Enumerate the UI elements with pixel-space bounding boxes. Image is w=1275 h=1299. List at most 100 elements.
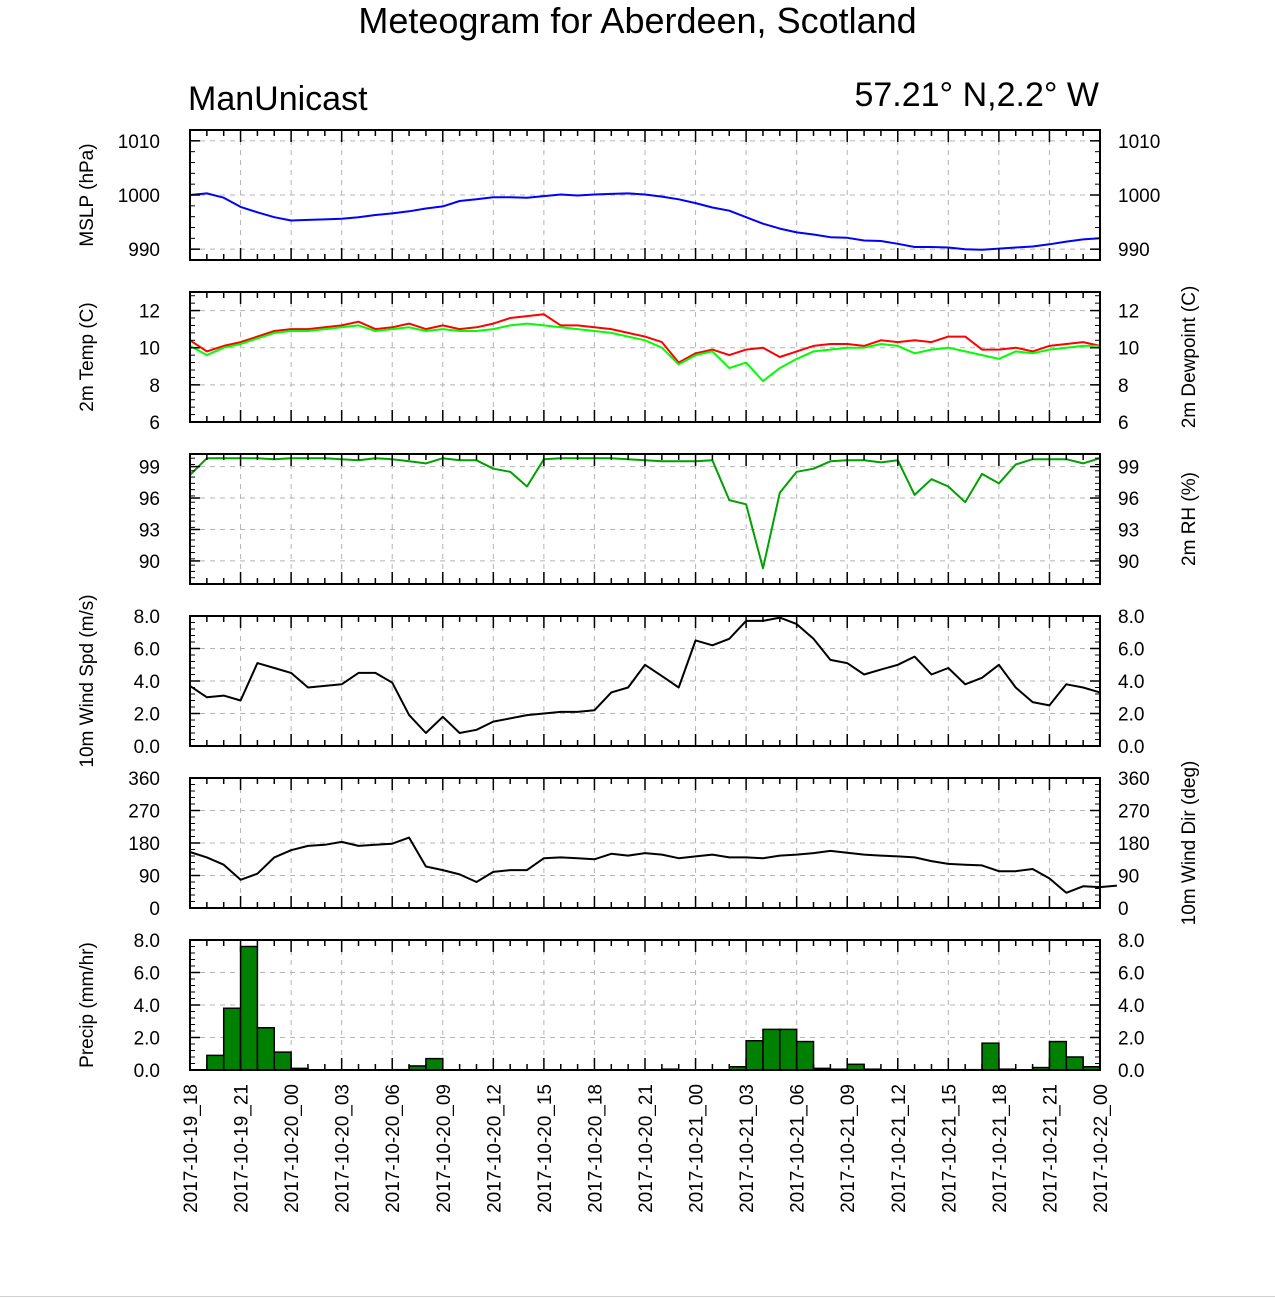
y-tick-label-right: 990 — [1118, 240, 1150, 261]
precip-bar — [425, 1057, 444, 1071]
y-tick-label-right: 8.0 — [1118, 607, 1144, 628]
precip-bar — [206, 1054, 225, 1071]
y-tick-label-left: 12 — [139, 302, 160, 323]
y-tick-label-left: 4.0 — [134, 996, 160, 1017]
y-tick-label-right: 90 — [1118, 552, 1139, 573]
y-tick-label-right: 270 — [1118, 802, 1150, 823]
y-tick-label-right: 1010 — [1118, 132, 1160, 153]
y-tick-label-right: 360 — [1118, 769, 1150, 790]
x-tick-label: 2017-10-20_18 — [585, 1084, 606, 1213]
x-tick-label: 2017-10-21_09 — [838, 1084, 859, 1213]
precip-bar — [779, 1028, 798, 1071]
y-tick-label-left: 6.0 — [134, 640, 160, 661]
y-tick-label-left: 90 — [139, 867, 160, 888]
model-name: ManUnicast — [188, 80, 368, 118]
y-tick-label-left: 4.0 — [134, 672, 160, 693]
x-tick-label: 2017-10-20_06 — [383, 1084, 404, 1213]
precip-bar — [273, 1051, 292, 1071]
precip-bar — [795, 1040, 815, 1071]
mslp-panel — [189, 129, 1101, 261]
y-tick-label-left: 990 — [128, 240, 160, 261]
y-tick-label-right: 2.0 — [1118, 1029, 1144, 1050]
y-tick-label-right: 2.0 — [1118, 705, 1144, 726]
y-tick-label-left: 8.0 — [134, 607, 160, 628]
y-tick-label-right: 93 — [1118, 520, 1139, 541]
y-tick-label-left: 93 — [139, 520, 160, 541]
y-tick-label-left: 1010 — [118, 132, 160, 153]
y-tick-label-left: 180 — [128, 834, 160, 855]
temp-temperature-line — [189, 313, 1101, 364]
x-tick-label: 2017-10-21_06 — [788, 1084, 809, 1213]
y-tick-label-left: 0 — [149, 899, 160, 920]
x-tick-label: 2017-10-20_21 — [636, 1084, 657, 1213]
wdir-wind-line — [189, 836, 1117, 894]
y-tick-label-left: 96 — [139, 489, 160, 510]
y-tick-label-right: 1000 — [1118, 186, 1160, 207]
x-tick-label: 2017-10-20_15 — [535, 1084, 556, 1213]
precip-panel — [189, 939, 1101, 1071]
x-tick-label: 2017-10-20_09 — [434, 1084, 455, 1213]
y-tick-label-left: 270 — [128, 802, 160, 823]
precip-bar — [239, 945, 259, 1071]
x-tick-label: 2017-10-20_03 — [333, 1084, 354, 1213]
mslp-axis-title: MSLP (hPa) — [77, 143, 98, 246]
y-tick-label-right: 6 — [1118, 413, 1129, 434]
precip-bar — [1048, 1040, 1068, 1071]
y-tick-label-left: 6.0 — [134, 964, 160, 985]
temp-panel — [189, 291, 1101, 423]
y-tick-label-right: 0 — [1118, 899, 1129, 920]
chart-title: Meteogram for Aberdeen, Scotland — [358, 0, 917, 41]
y-tick-label-left: 90 — [139, 552, 160, 573]
rh-panel — [189, 453, 1101, 585]
wspd-panel — [189, 615, 1101, 747]
x-tick-label: 2017-10-20_12 — [484, 1084, 505, 1213]
y-tick-label-right: 4.0 — [1118, 996, 1144, 1017]
precip-bar — [762, 1028, 781, 1071]
rh-axis-title-right: 2m RH (%) — [1179, 472, 1200, 566]
x-tick-label: 2017-10-21_21 — [1040, 1084, 1061, 1213]
bottom-divider — [0, 1296, 1275, 1297]
temp-axis-title: 2m Temp (C) — [77, 302, 98, 411]
y-tick-label-left: 8 — [149, 376, 160, 397]
y-tick-label-right: 0.0 — [1118, 737, 1144, 758]
x-tick-label: 2017-10-21_15 — [939, 1084, 960, 1213]
y-tick-label-right: 90 — [1118, 867, 1139, 888]
wdir-axis-title-right: 10m Wind Dir (deg) — [1179, 761, 1200, 926]
precip-bar — [981, 1042, 1000, 1071]
x-tick-label: 2017-10-21_12 — [889, 1084, 910, 1213]
temp-axis-title-right: 2m Dewpoint (C) — [1179, 286, 1200, 429]
x-tick-label: 2017-10-19_18 — [181, 1084, 202, 1213]
location-coordinates: 57.21° N,2.2° W — [854, 76, 1099, 114]
y-tick-label-right: 96 — [1118, 489, 1139, 510]
y-tick-label-left: 1000 — [118, 186, 160, 207]
y-tick-label-right: 4.0 — [1118, 672, 1144, 693]
x-tick-label: 2017-10-22_00 — [1091, 1084, 1112, 1213]
wspd-wind-line — [189, 616, 1101, 734]
y-tick-label-right: 6.0 — [1118, 964, 1144, 985]
precip-bar — [1065, 1056, 1084, 1071]
precip-axis-title: Precip (mm/hr) — [77, 942, 98, 1068]
wdir-panel — [189, 777, 1117, 909]
precip-bar — [256, 1027, 276, 1071]
x-tick-label: 2017-10-21_00 — [687, 1084, 708, 1213]
y-tick-label-right: 0.0 — [1118, 1061, 1144, 1082]
y-tick-label-right: 12 — [1118, 302, 1139, 323]
y-tick-label-left: 8.0 — [134, 931, 160, 952]
mslp-pressure-line — [189, 192, 1101, 251]
y-tick-label-left: 360 — [128, 769, 160, 790]
temp-dewpoint-line — [189, 322, 1100, 383]
y-tick-label-left: 10 — [139, 339, 160, 360]
y-tick-label-left: 6 — [149, 413, 160, 434]
x-tick-label: 2017-10-20_00 — [282, 1084, 303, 1213]
y-tick-label-left: 0.0 — [134, 1061, 160, 1082]
y-tick-label-right: 8 — [1118, 376, 1129, 397]
precip-bar — [222, 1007, 242, 1071]
y-tick-label-right: 8.0 — [1118, 931, 1144, 952]
x-tick-label: 2017-10-21_18 — [990, 1084, 1011, 1213]
y-tick-label-left: 2.0 — [134, 705, 160, 726]
precip-bar — [745, 1040, 764, 1071]
y-tick-label-right: 99 — [1118, 458, 1139, 479]
y-tick-label-right: 180 — [1118, 834, 1150, 855]
y-tick-label-left: 99 — [139, 458, 160, 479]
